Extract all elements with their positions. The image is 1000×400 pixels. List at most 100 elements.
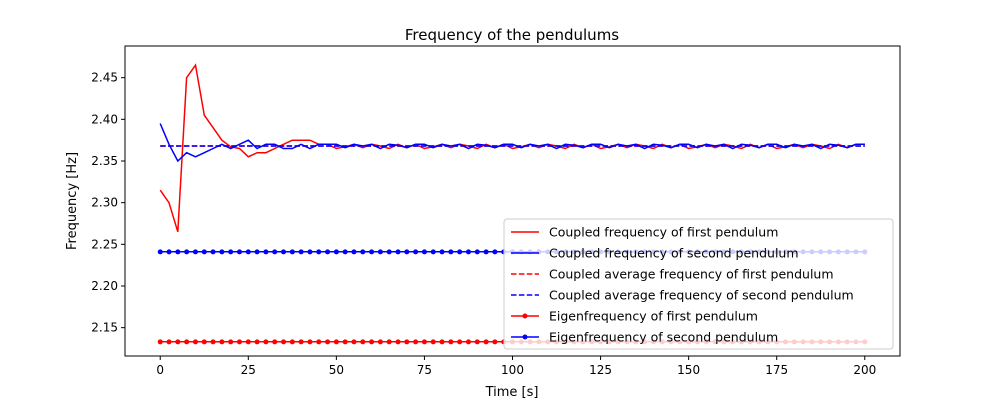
x-tick-label: 125: [589, 363, 612, 377]
legend-label: Coupled average frequency of first pendu…: [549, 267, 834, 282]
series-5-point: [184, 249, 190, 255]
x-tick-label: 25: [241, 363, 256, 377]
series-5-point: [413, 249, 419, 255]
y-tick-label: 2.35: [91, 154, 118, 168]
x-tick-label: 50: [329, 363, 344, 377]
series-4-point: [228, 339, 234, 345]
legend-label: Coupled average frequency of second pend…: [549, 288, 854, 303]
series-5-point: [245, 249, 251, 255]
x-tick-label: 200: [853, 363, 876, 377]
series-5-point: [492, 249, 498, 255]
legend-marker: [522, 334, 528, 340]
series-5-point: [360, 249, 366, 255]
y-tick-label: 2.45: [91, 71, 118, 85]
x-tick-label: 100: [501, 363, 524, 377]
series-5-point: [307, 249, 313, 255]
series-5-point: [166, 249, 172, 255]
series-4-point: [166, 339, 172, 345]
series-4-point: [369, 339, 375, 345]
series-5-point: [351, 249, 357, 255]
series-4-point: [395, 339, 401, 345]
series-5-point: [228, 249, 234, 255]
series-5-point: [236, 249, 242, 255]
series-5-point: [457, 249, 463, 255]
series-4-point: [386, 339, 392, 345]
series-5-point: [325, 249, 331, 255]
series-5-point: [254, 249, 260, 255]
series-4-point: [474, 339, 480, 345]
legend-label: Coupled frequency of first pendulum: [549, 225, 778, 240]
series-5-point: [272, 249, 278, 255]
series-4-point: [289, 339, 295, 345]
legend-label: Coupled frequency of second pendulum: [549, 246, 799, 261]
series-4-point: [430, 339, 436, 345]
series-5-point: [263, 249, 269, 255]
legend: Coupled frequency of first pendulum Coupl…: [503, 218, 894, 350]
x-tick-label: 75: [417, 363, 432, 377]
series-4-point: [342, 339, 348, 345]
series-4-point: [377, 339, 383, 345]
y-tick-label: 2.20: [91, 279, 118, 293]
x-tick-label: 175: [765, 363, 788, 377]
legend-marker: [522, 313, 528, 319]
series-4-point: [421, 339, 427, 345]
y-axis-label: Frequency [Hz]: [65, 152, 80, 250]
series-4-point: [184, 339, 190, 345]
series-5-point: [448, 249, 454, 255]
series-4-point: [351, 339, 357, 345]
series-5-point: [395, 249, 401, 255]
series-4-point: [157, 339, 163, 345]
series-line-0: [159, 63, 865, 233]
series-5-point: [430, 249, 436, 255]
series-4-point: [325, 339, 331, 345]
series-4-point: [272, 339, 278, 345]
series-5-point: [342, 249, 348, 255]
x-tick-label: 0: [156, 363, 164, 377]
series-5-point: [175, 249, 181, 255]
series-5-point: [421, 249, 427, 255]
ticks: 0 25 50 75 100 125 150 175 200 2.15 2.20 2.25 2.30 2.…: [91, 71, 876, 377]
series-4-point: [316, 339, 322, 345]
series-5-point: [210, 249, 216, 255]
series-5-point: [386, 249, 392, 255]
legend-label: Eigenfrequency of second pendulum: [549, 330, 778, 345]
series-5-point: [316, 249, 322, 255]
series-4-point: [465, 339, 471, 345]
y-tick-label: 2.40: [91, 112, 118, 126]
series-4-point: [192, 339, 198, 345]
series-4-point: [404, 339, 410, 345]
y-tick-label: 2.30: [91, 196, 118, 210]
series-4-point: [483, 339, 489, 345]
series-4-point: [219, 339, 225, 345]
series-4-point: [457, 339, 463, 345]
series-4-point: [175, 339, 181, 345]
legend-label: Eigenfrequency of first pendulum: [549, 309, 758, 324]
series-5-point: [298, 249, 304, 255]
series-5-point: [369, 249, 375, 255]
y-tick-label: 2.25: [91, 237, 118, 251]
series-4-point: [360, 339, 366, 345]
series-4-point: [333, 339, 339, 345]
series-5-point: [289, 249, 295, 255]
series-4-point: [254, 339, 260, 345]
series-5-point: [201, 249, 207, 255]
series-4-point: [307, 339, 313, 345]
series-4-point: [413, 339, 419, 345]
x-tick-label: 150: [677, 363, 700, 377]
series-5-point: [219, 249, 225, 255]
series-5-point: [192, 249, 198, 255]
series-4-point: [298, 339, 304, 345]
series-4-point: [201, 339, 207, 345]
series-4-point: [439, 339, 445, 345]
series-line-1: [159, 123, 865, 163]
series-4-point: [245, 339, 251, 345]
series-5-point: [157, 249, 163, 255]
series-4-point: [281, 339, 287, 345]
x-axis-label: Time [s]: [485, 385, 539, 400]
y-tick-label: 2.15: [91, 321, 118, 335]
legend-box: [503, 218, 894, 350]
series-4-point: [492, 339, 498, 345]
series-5-point: [404, 249, 410, 255]
series-5-point: [483, 249, 489, 255]
